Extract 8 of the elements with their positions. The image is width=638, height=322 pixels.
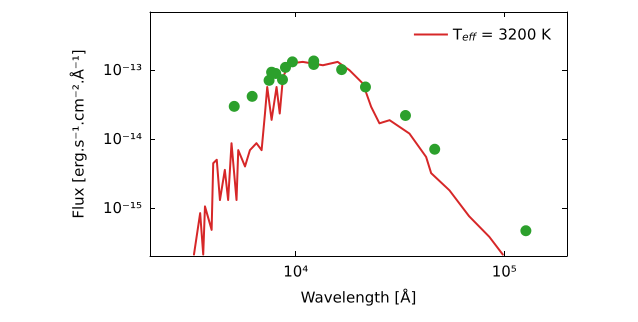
x-tick-label: 10⁵ [492,262,517,280]
x-axis-title: Wavelength [Å] [300,288,416,306]
x-tick-label: 10⁴ [283,262,308,280]
y-tick-label: 10⁻¹³ [102,61,142,80]
legend-label: Teff = 3200 K [452,26,552,44]
y-tick-label: 10⁻¹⁵ [102,198,142,217]
y-tick-label: 10⁻¹⁴ [102,130,142,148]
y-axis-title: Flux [erg.s⁻¹.cm⁻².Å⁻¹] [70,49,88,219]
